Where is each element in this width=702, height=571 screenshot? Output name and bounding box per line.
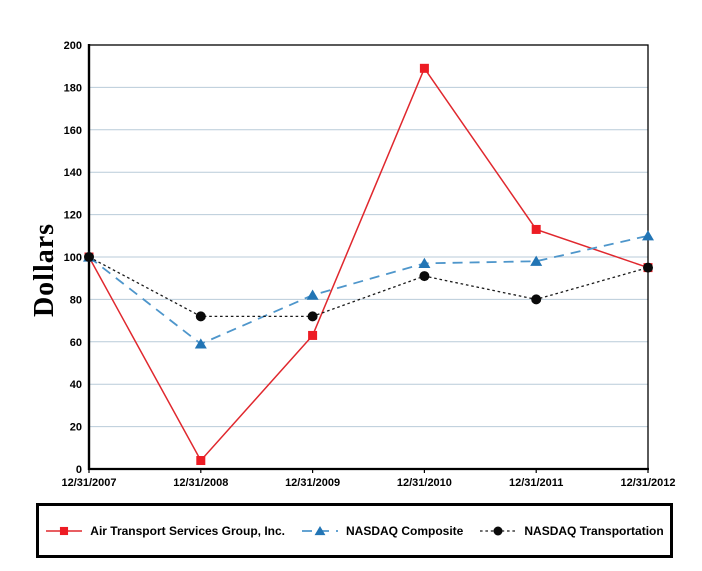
- svg-text:12/31/2007: 12/31/2007: [61, 477, 116, 489]
- svg-text:12/31/2008: 12/31/2008: [173, 477, 228, 489]
- svg-text:12/31/2012: 12/31/2012: [620, 477, 675, 489]
- svg-text:0: 0: [76, 464, 82, 476]
- svg-text:160: 160: [64, 125, 82, 137]
- legend-item-nasdaq-composite: NASDAQ Composite: [301, 524, 463, 538]
- svg-text:80: 80: [70, 294, 82, 306]
- svg-text:12/31/2011: 12/31/2011: [509, 477, 563, 489]
- svg-text:12/31/2010: 12/31/2010: [397, 477, 452, 489]
- y-axis-title: Dollars: [29, 222, 60, 318]
- svg-text:200: 200: [64, 40, 82, 52]
- svg-text:100: 100: [64, 252, 82, 264]
- line-chart-plot-area: 12/31/2007 12/31/2008 12/31/2009 12/31/2010…: [61, 40, 675, 489]
- legend-label-nasdaq-composite: NASDAQ Composite: [346, 523, 464, 538]
- svg-text:120: 120: [64, 210, 82, 222]
- legend-marker-red-square-line: [46, 526, 83, 535]
- legend-item-nasdaq-transportation: NASDAQ Transportation: [479, 523, 664, 538]
- svg-text:140: 140: [64, 167, 82, 179]
- svg-text:180: 180: [64, 82, 82, 94]
- legend-marker-blue-triangle-line: [302, 525, 339, 535]
- legend-item-air-transport: Air Transport Services Group, Inc.: [45, 524, 285, 538]
- svg-text:60: 60: [70, 337, 82, 349]
- svg-text:12/31/2009: 12/31/2009: [285, 477, 340, 489]
- chart-legend: Air Transport Services Group, Inc. NASDA…: [36, 503, 673, 558]
- legend-marker-black-circle-line: [480, 526, 517, 535]
- svg-text:40: 40: [70, 379, 82, 391]
- legend-label-air-transport: Air Transport Services Group, Inc.: [90, 523, 286, 538]
- legend-label-nasdaq-transportation: NASDAQ Transportation: [524, 523, 664, 538]
- svg-text:20: 20: [70, 422, 82, 434]
